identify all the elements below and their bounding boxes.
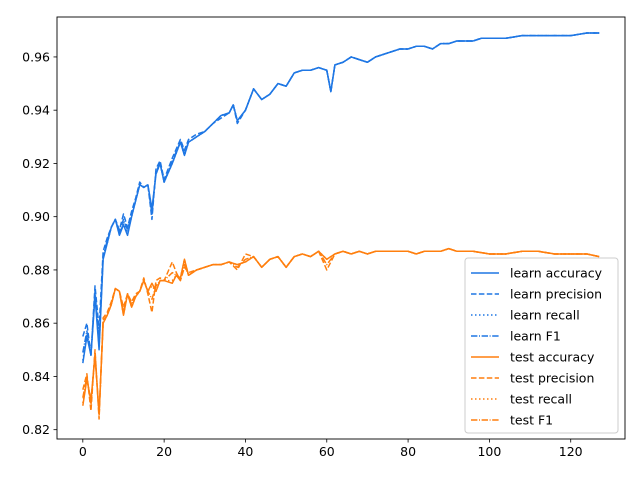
x-tick-label: 60 — [319, 444, 335, 459]
legend-label: learn recall — [510, 308, 580, 323]
legend-label: test precision — [510, 371, 594, 386]
x-tick-label: 40 — [237, 444, 253, 459]
legend-label: test recall — [510, 392, 572, 407]
y-tick-label: 0.82 — [22, 422, 50, 437]
y-tick-label: 0.84 — [22, 369, 50, 384]
legend-label: learn precision — [510, 287, 602, 302]
y-tick-label: 0.88 — [22, 262, 50, 277]
y-tick-label: 0.86 — [22, 316, 50, 331]
x-tick-label: 100 — [477, 444, 501, 459]
series-line-test-f1 — [82, 247, 600, 418]
series-line-learn-f1 — [82, 32, 600, 356]
legend-label: learn F1 — [510, 329, 561, 344]
y-tick-label: 0.96 — [22, 49, 50, 64]
x-tick-label: 0 — [79, 444, 87, 459]
legend-entries: learn accuracy learn precision learn recal… — [471, 266, 603, 428]
legend-label: learn accuracy — [510, 266, 603, 281]
series-layer — [82, 32, 600, 420]
x-tick-label: 20 — [156, 444, 172, 459]
y-tick-label: 0.90 — [22, 209, 50, 224]
y-axis: 0.82 0.84 0.86 0.88 0.90 0.92 0.94 0.96 — [22, 49, 57, 437]
x-axis: 0 20 40 60 80 100 120 — [79, 439, 583, 459]
x-tick-label: 80 — [400, 444, 416, 459]
plot-frame — [56, 16, 626, 440]
y-tick-label: 0.92 — [22, 156, 50, 171]
x-tick-label: 120 — [559, 444, 583, 459]
legend: learn accuracy learn precision learn recal… — [464, 257, 619, 434]
legend-label: test F1 — [510, 413, 553, 428]
y-tick-label: 0.94 — [22, 103, 50, 118]
legend-label: test accuracy — [510, 350, 595, 365]
legend-box — [464, 257, 619, 434]
